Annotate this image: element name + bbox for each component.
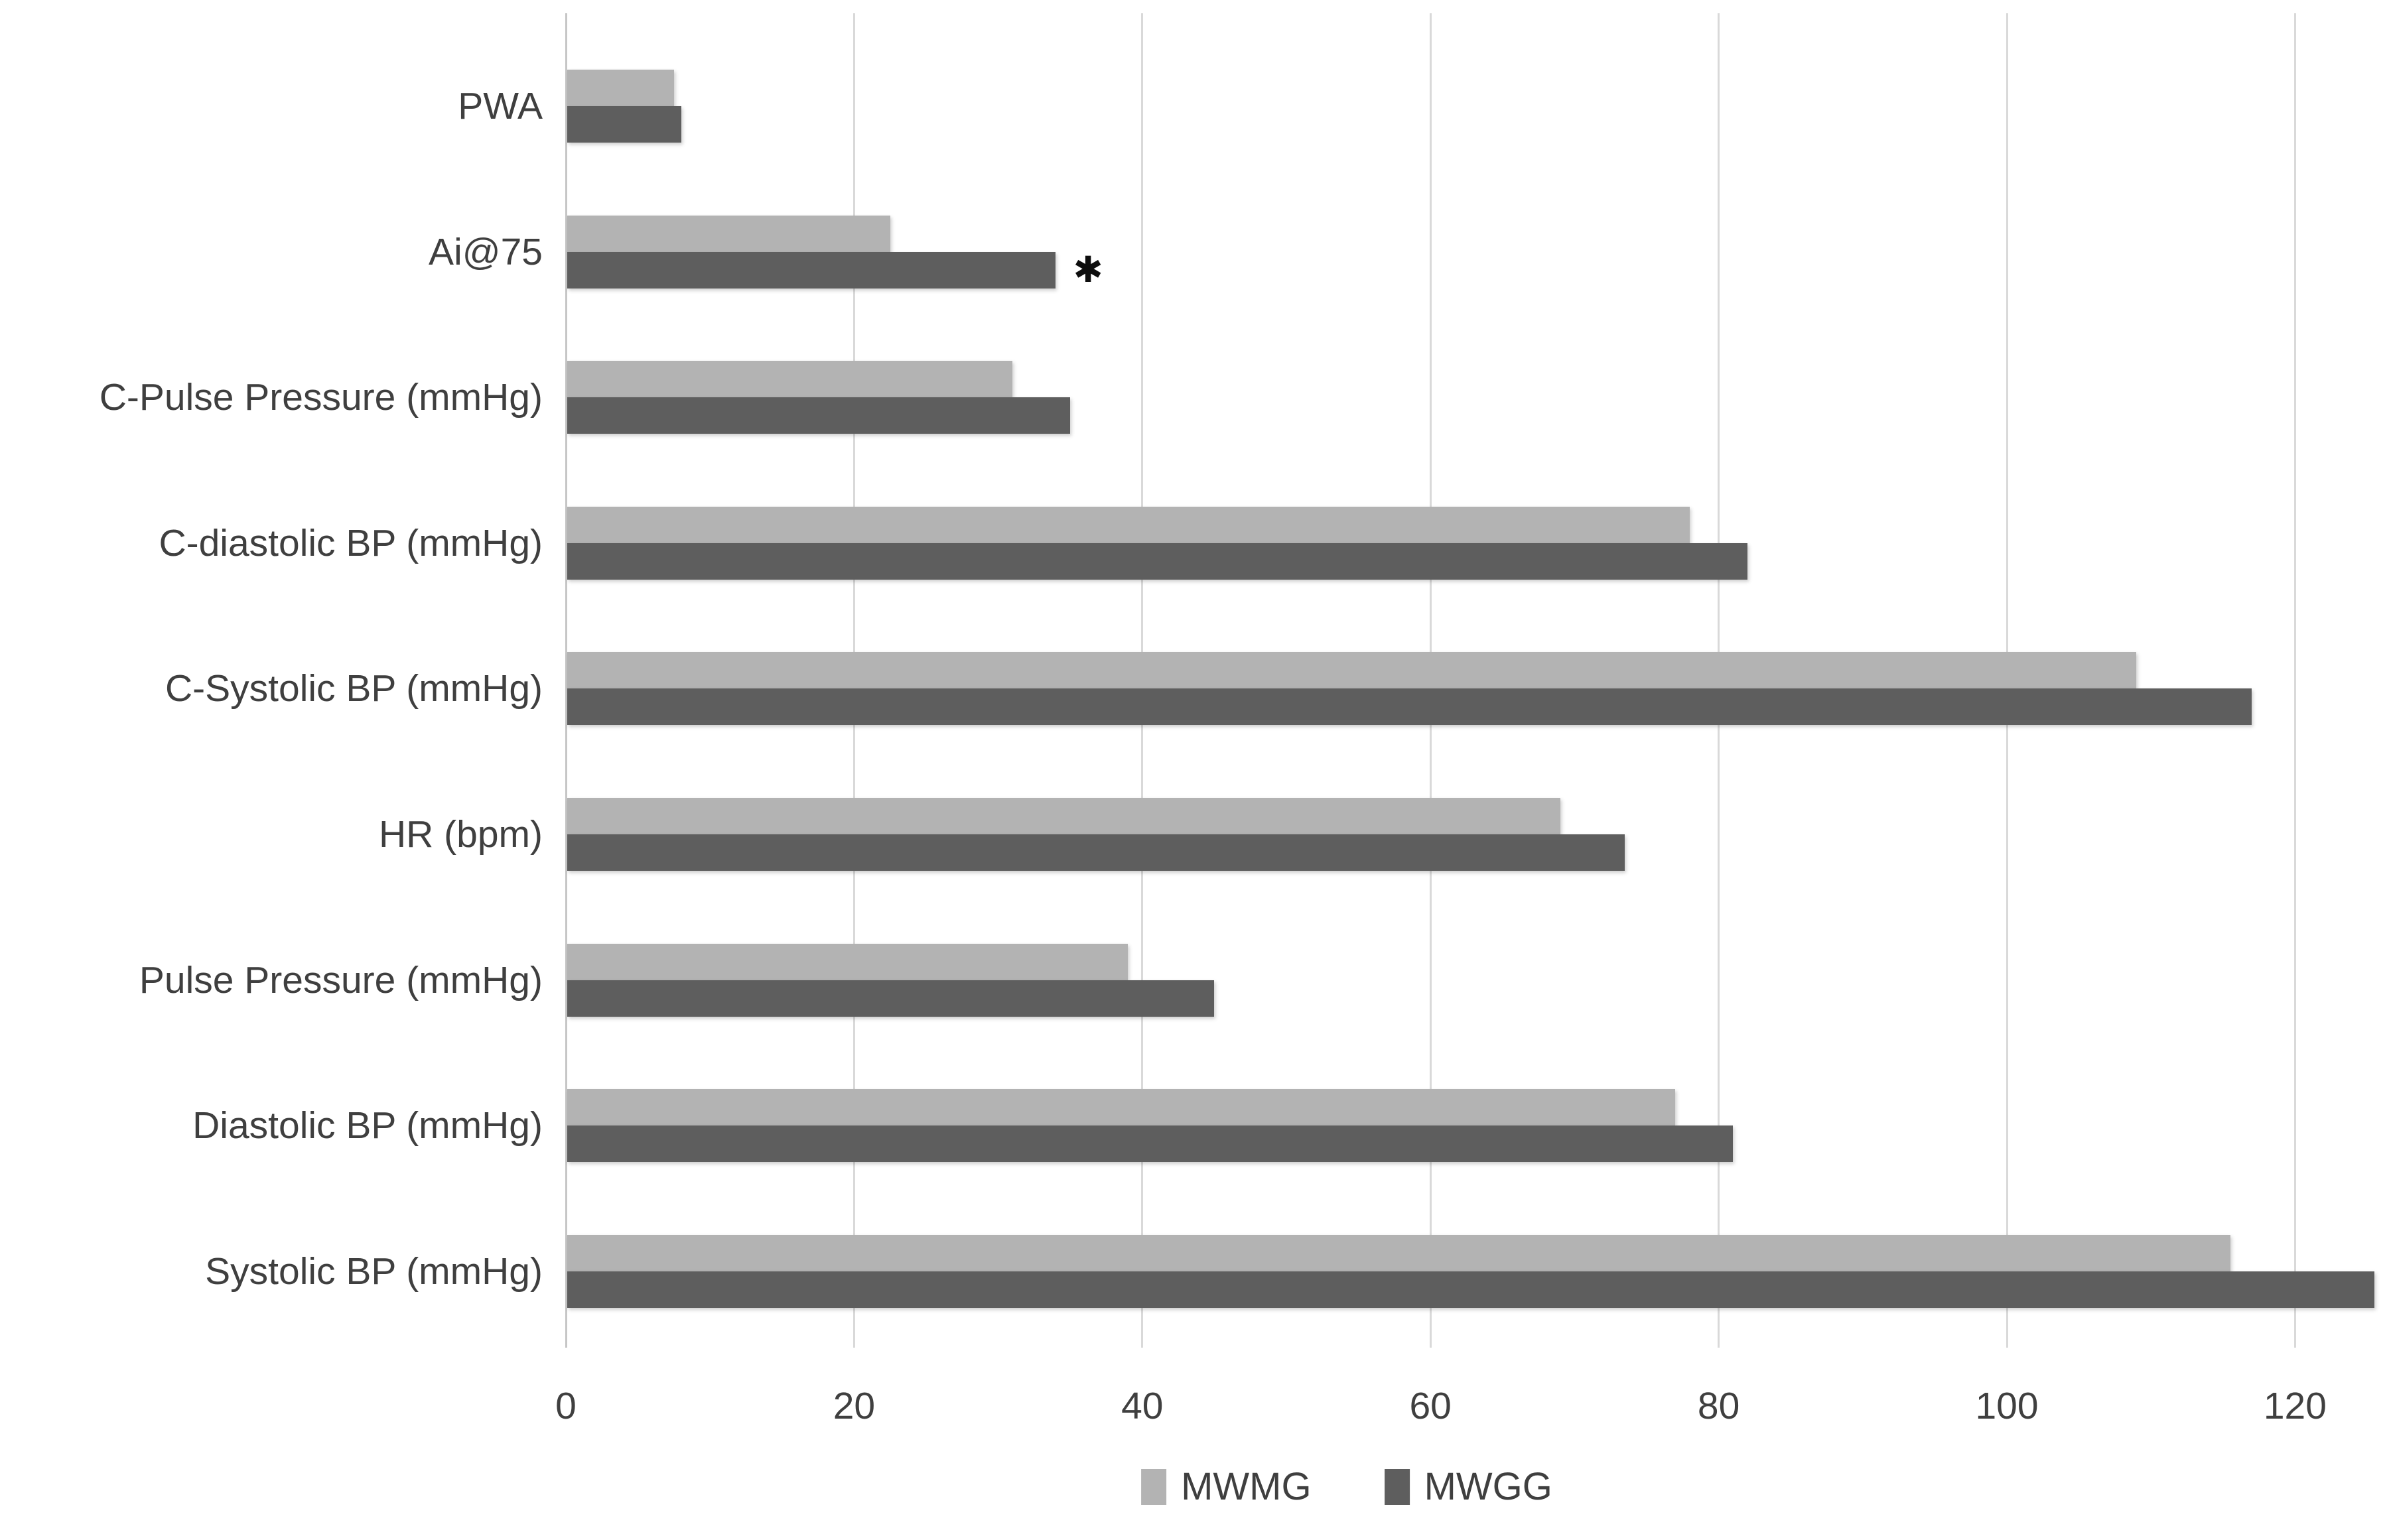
x-tick-label-0: 0 xyxy=(555,1385,577,1427)
bar-mwgg-4 xyxy=(567,688,2252,726)
x-tick-label-80: 80 xyxy=(1697,1385,1740,1427)
bar-mwgg-0 xyxy=(567,106,681,143)
bar-mwmg-2 xyxy=(567,361,1013,398)
legend-swatch-mwmg xyxy=(1141,1468,1167,1505)
bar-mwgg-2 xyxy=(567,397,1071,434)
category-label: PWA xyxy=(458,85,543,127)
legend: MWMG MWGG xyxy=(1141,1464,1552,1509)
gridline-120 xyxy=(2293,13,2296,1348)
x-tick-label-120: 120 xyxy=(2263,1385,2327,1427)
bar-mwmg-8 xyxy=(567,1234,2230,1271)
bar-mwgg-6 xyxy=(567,980,1215,1017)
category-label: C-Systolic BP (mmHg) xyxy=(165,667,543,710)
bar-mwmg-6 xyxy=(567,943,1128,980)
legend-item-mwgg: MWGG xyxy=(1384,1464,1552,1509)
significance-asterisk: ✱ xyxy=(1073,249,1103,291)
bar-mwmg-3 xyxy=(567,506,1690,543)
category-label: Pulse Pressure (mmHg) xyxy=(139,958,543,1001)
category-label: HR (bpm) xyxy=(378,813,543,856)
x-tick-label-20: 20 xyxy=(833,1385,876,1427)
bar-mwmg-7 xyxy=(567,1089,1676,1126)
bar-mwgg-7 xyxy=(567,1125,1734,1163)
legend-label: MWGG xyxy=(1424,1465,1552,1508)
legend-label: MWMG xyxy=(1181,1465,1312,1508)
bar-mwgg-5 xyxy=(567,834,1625,871)
legend-swatch-mwgg xyxy=(1384,1468,1410,1505)
bar-mwmg-0 xyxy=(567,70,674,106)
bar-mwgg-3 xyxy=(567,543,1748,580)
category-label: Diastolic BP (mmHg) xyxy=(192,1104,543,1147)
legend-item-mwmg: MWMG xyxy=(1141,1464,1312,1509)
category-label: Systolic BP (mmHg) xyxy=(205,1250,543,1293)
x-tick-label-60: 60 xyxy=(1409,1385,1452,1427)
bar-mwmg-1 xyxy=(567,215,890,252)
value-axis-line xyxy=(565,13,567,1348)
x-tick-label-100: 100 xyxy=(1975,1385,2039,1427)
bar-mwmg-4 xyxy=(567,652,2137,689)
x-tick-label-40: 40 xyxy=(1121,1385,1164,1427)
bar-mwgg-1 xyxy=(567,251,1056,289)
bar-mwmg-5 xyxy=(567,798,1560,834)
category-label: C-Pulse Pressure (mmHg) xyxy=(99,376,543,419)
bar-mwgg-8 xyxy=(567,1271,2374,1308)
category-label: C-diastolic BP (mmHg) xyxy=(159,521,543,564)
category-label: Ai@75 xyxy=(429,230,543,273)
